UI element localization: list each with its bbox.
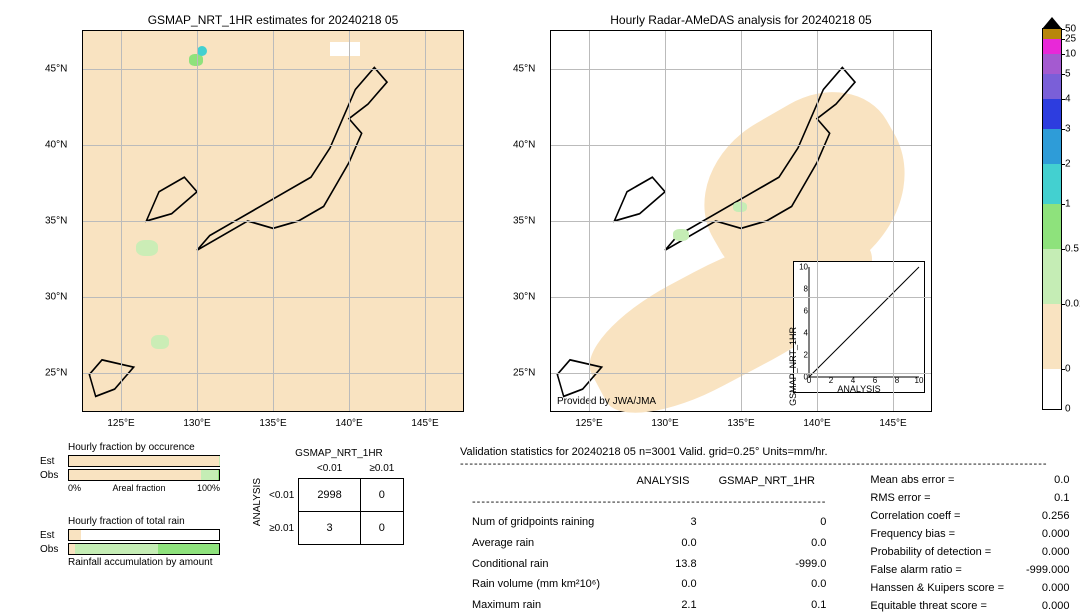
x-tick: 125°E <box>575 418 602 429</box>
ct-cell: 3 <box>299 512 360 545</box>
metric-key: Frequency bias = <box>860 526 1014 542</box>
colorbar: 502510543210.50.0100 <box>1042 28 1062 410</box>
x-tick: 145°E <box>411 418 438 429</box>
x-tick: 125°E <box>107 418 134 429</box>
metric-key: Correlation coeff = <box>860 508 1014 524</box>
hourly-tot-title: Hourly fraction of total rain <box>68 516 220 527</box>
y-tick: 30°N <box>45 292 67 303</box>
ct-row-title: ANALYSIS <box>252 478 263 526</box>
metric-value: 0.000 <box>1016 526 1079 542</box>
bar-stack <box>68 469 220 481</box>
colorbar-tick: 0 <box>1065 364 1071 375</box>
stat-cell: 0.0 <box>626 575 706 594</box>
ct-cell: 0 <box>360 479 403 512</box>
stat-cell: 0.0 <box>709 575 837 594</box>
occ-axis-mid: Areal fraction <box>112 483 165 493</box>
colorbar-tick: 0.5 <box>1065 244 1079 255</box>
stat-cell: Num of gridpoints raining <box>462 513 624 532</box>
occ-axis-left: 0% <box>68 483 81 493</box>
x-tick: 130°E <box>183 418 210 429</box>
stat-cell: Average rain <box>462 534 624 553</box>
validation-left-table: ANALYSISGSMAP_NRT_1HR-------------------… <box>460 470 838 616</box>
hourly-occ-title: Hourly fraction by occurence <box>68 442 220 453</box>
x-tick: 145°E <box>879 418 906 429</box>
ct-cell: 0 <box>360 512 403 545</box>
hourly-tot-caption: Rainfall accumulation by amount <box>68 557 220 568</box>
y-tick: 40°N <box>513 140 535 151</box>
colorbar-tick: 4 <box>1065 94 1071 105</box>
stat-cell: -999.0 <box>709 554 837 573</box>
contingency-table: <0.01≥0.01<0.0129980≥0.0130 <box>265 459 404 545</box>
stat-cell: 0 <box>709 513 837 532</box>
metric-key: RMS error = <box>860 490 1014 506</box>
y-tick: 25°N <box>513 368 535 379</box>
bar-stack <box>68 543 220 555</box>
metric-value: 0.256 <box>1016 508 1079 524</box>
validation-title: Validation statistics for 20240218 05 n=… <box>460 446 1060 458</box>
y-tick: 30°N <box>513 292 535 303</box>
y-tick: 25°N <box>45 368 67 379</box>
x-tick: 135°E <box>727 418 754 429</box>
validation-panel: Validation statistics for 20240218 05 n=… <box>460 446 1060 616</box>
stat-cell: 0.0 <box>709 534 837 553</box>
stat-cell: 0.0 <box>626 534 706 553</box>
contingency-panel: GSMAP_NRT_1HR ANALYSIS <0.01≥0.01<0.0129… <box>252 448 404 545</box>
y-tick: 40°N <box>45 140 67 151</box>
stat-cell: Rain volume (mm km²10⁶) <box>462 575 624 594</box>
x-tick: 130°E <box>651 418 678 429</box>
bar-row-label: Obs <box>40 470 68 481</box>
hourly-occurrence-panel: Hourly fraction by occurence Est Obs 0% A… <box>40 442 220 493</box>
metric-value: 0.0 <box>1016 472 1079 488</box>
bar-row-label: Obs <box>40 544 68 555</box>
colorbar-tick: 1 <box>1065 199 1071 210</box>
x-tick: 135°E <box>259 418 286 429</box>
metric-value: -999.000 <box>1016 562 1079 578</box>
bar-row-label: Est <box>40 456 68 467</box>
stat-cell: 3 <box>626 513 706 532</box>
y-tick: 35°N <box>45 216 67 227</box>
metric-key: Mean abs error = <box>860 472 1014 488</box>
colorbar-arrow-icon <box>1042 17 1062 29</box>
x-tick: 140°E <box>803 418 830 429</box>
gsmap-map-panel: GSMAP_NRT_1HR estimates for 20240218 05 … <box>82 30 464 412</box>
colorbar-tick: 10 <box>1065 49 1076 60</box>
bar-stack <box>68 455 220 467</box>
radar-map-panel: Hourly Radar-AMeDAS analysis for 2024021… <box>550 30 932 412</box>
gsmap-title: GSMAP_NRT_1HR estimates for 20240218 05 <box>83 13 463 27</box>
y-tick: 35°N <box>513 216 535 227</box>
colorbar-tick: 3 <box>1065 124 1071 135</box>
stat-cell: Maximum rain <box>462 595 624 614</box>
hourly-total-panel: Hourly fraction of total rain Est Obs Rai… <box>40 516 220 568</box>
x-tick: 140°E <box>335 418 362 429</box>
metric-key: Probability of detection = <box>860 544 1014 560</box>
validation-divider: ----------------------------------------… <box>460 458 1060 470</box>
metric-value: 0.000 <box>1016 544 1079 560</box>
metric-key: False alarm ratio = <box>860 562 1014 578</box>
colorbar-tick: 0.01 <box>1065 299 1080 310</box>
colorbar-tick: 2 <box>1065 159 1071 170</box>
metric-value: 0.1 <box>1016 490 1079 506</box>
radar-title: Hourly Radar-AMeDAS analysis for 2024021… <box>551 13 931 27</box>
stat-cell: 13.8 <box>626 554 706 573</box>
stat-cell: Conditional rain <box>462 554 624 573</box>
occ-axis-right: 100% <box>197 483 220 493</box>
metric-value: 0.000 <box>1016 580 1079 596</box>
bar-row-label: Est <box>40 530 68 541</box>
stat-cell: 2.1 <box>626 595 706 614</box>
ct-cell: 2998 <box>299 479 360 512</box>
ct-col-title: GSMAP_NRT_1HR <box>274 448 404 459</box>
colorbar-tick: 25 <box>1065 34 1076 45</box>
y-tick: 45°N <box>513 64 535 75</box>
provided-by: Provided by JWA/JMA <box>557 396 656 407</box>
metric-key: Hanssen & Kuipers score = <box>860 580 1014 596</box>
colorbar-tick: 5 <box>1065 69 1071 80</box>
stat-cell: 0.1 <box>709 595 837 614</box>
y-tick: 45°N <box>45 64 67 75</box>
validation-right-table: Mean abs error =0.0RMS error =0.1Correla… <box>858 470 1080 616</box>
bar-stack <box>68 529 220 541</box>
